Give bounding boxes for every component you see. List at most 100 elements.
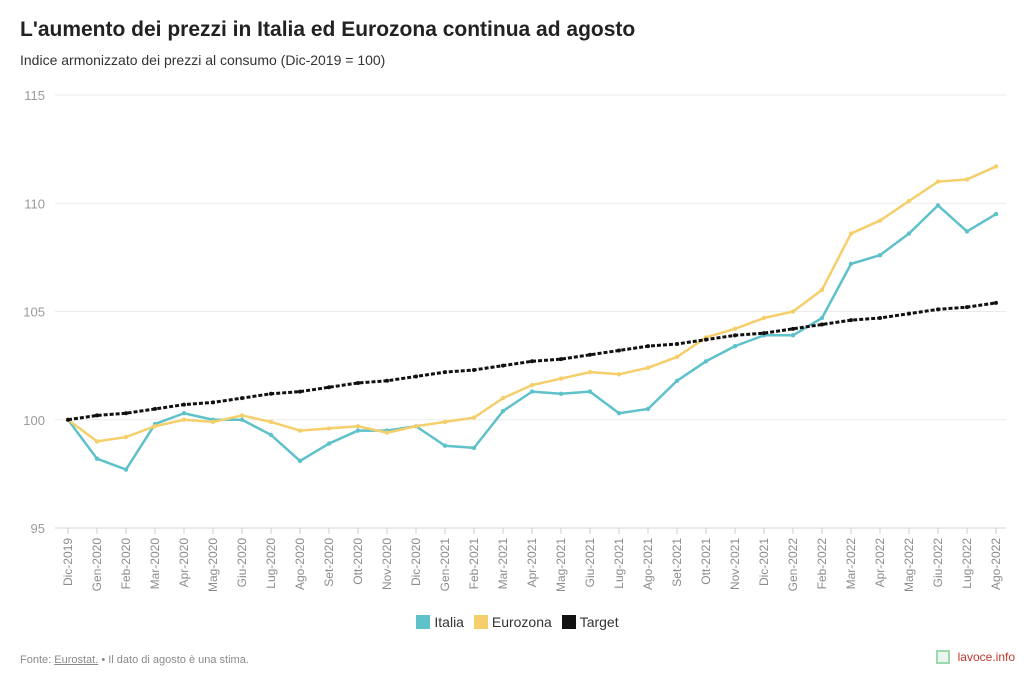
x-tick-label: Nov-2020 — [380, 538, 394, 590]
point-italia — [732, 343, 738, 349]
point-italia — [94, 456, 100, 461]
legend-item-eurozona[interactable]: Eurozona — [473, 614, 552, 630]
point-italia — [355, 428, 361, 433]
y-tick-label: 100 — [23, 413, 45, 428]
point-italia — [877, 253, 883, 258]
point-eurozona — [761, 315, 767, 321]
point-target — [95, 413, 99, 418]
x-tick-label: Mag-2020 — [206, 538, 220, 592]
x-tick-label: Ago-2022 — [989, 538, 1003, 590]
x-tick-label: Gen-2020 — [90, 538, 104, 592]
x-tick-label: Dic-2021 — [757, 538, 771, 586]
point-eurozona — [413, 424, 419, 429]
point-target — [327, 385, 331, 390]
series-line-eurozona — [67, 165, 997, 443]
x-tick-label: Apr-2020 — [177, 538, 191, 588]
y-tick-label: 110 — [24, 196, 45, 211]
x-tick-label: Giu-2021 — [583, 538, 597, 588]
source-link[interactable]: Eurostat. — [54, 654, 99, 666]
point-target — [182, 402, 186, 407]
x-tick-label: Dic-2020 — [409, 538, 423, 586]
point-eurozona — [239, 413, 245, 418]
point-target — [733, 333, 737, 338]
point-italia — [993, 211, 999, 217]
point-italia — [587, 389, 593, 394]
point-target — [820, 322, 824, 327]
point-target — [762, 331, 766, 336]
point-target — [791, 326, 795, 331]
point-eurozona — [181, 417, 187, 422]
point-italia — [964, 229, 970, 234]
brand[interactable]: lavoce.info — [935, 650, 1015, 664]
point-target — [269, 391, 273, 396]
x-tick-label: Mag-2022 — [902, 538, 916, 592]
point-target — [414, 374, 418, 379]
point-eurozona — [906, 198, 912, 204]
x-tick-label: Ago-2020 — [293, 538, 307, 590]
point-target — [965, 305, 969, 310]
point-italia — [790, 333, 796, 338]
point-italia — [848, 261, 854, 267]
legend-swatch-italia — [416, 615, 431, 629]
y-axis: 95 100 105 110 115 — [23, 88, 45, 536]
x-tick-label: Feb-2022 — [815, 538, 829, 590]
point-italia — [616, 411, 622, 416]
x-tick-label: Lug-2022 — [960, 538, 974, 589]
point-eurozona — [848, 231, 854, 236]
point-eurozona — [471, 415, 477, 420]
point-italia — [906, 231, 912, 236]
point-target — [617, 348, 621, 353]
point-italia — [935, 203, 941, 208]
y-tick-label: 95 — [31, 521, 45, 536]
point-italia — [558, 391, 564, 396]
point-italia — [703, 359, 709, 364]
x-tick-label: Mar-2020 — [148, 538, 162, 590]
legend-swatch-target — [561, 615, 576, 629]
legend-swatch-eurozona — [473, 615, 488, 629]
lavoce-logo-icon — [935, 650, 950, 664]
chart-subtitle: Indice armonizzato dei prezzi al consumo… — [20, 52, 386, 68]
footer-note: • Il dato di agosto è una stima. — [98, 654, 249, 666]
legend-item-target[interactable]: Target — [561, 614, 619, 630]
point-target — [936, 307, 940, 312]
point-eurozona — [587, 369, 593, 375]
point-eurozona — [616, 372, 622, 377]
x-tick-label: Lug-2020 — [264, 538, 278, 589]
point-italia — [181, 411, 187, 416]
series-layer — [65, 164, 999, 472]
point-italia — [442, 443, 448, 448]
point-italia — [297, 458, 303, 464]
x-tick-label: Gen-2022 — [786, 538, 800, 592]
chart-title: L'aumento dei prezzi in Italia ed Eurozo… — [20, 18, 636, 41]
point-eurozona — [558, 376, 564, 381]
point-target — [588, 352, 592, 357]
point-eurozona — [210, 419, 216, 425]
point-target — [356, 380, 360, 385]
legend-label-italia: Italia — [434, 614, 464, 630]
point-eurozona — [819, 287, 825, 293]
point-target — [385, 378, 389, 383]
footer-prefix: Fonte: — [20, 654, 55, 666]
point-italia — [471, 445, 477, 451]
point-eurozona — [94, 439, 100, 444]
point-target — [675, 341, 679, 346]
x-tick-label: Giu-2022 — [931, 538, 945, 588]
legend-item-italia[interactable]: Italia — [416, 614, 464, 630]
point-eurozona — [529, 382, 535, 388]
point-target — [211, 400, 215, 405]
grid-layer — [55, 94, 1006, 529]
x-tick-label: Lug-2021 — [612, 538, 626, 589]
point-target — [994, 300, 998, 305]
point-eurozona — [152, 424, 158, 429]
point-eurozona — [645, 365, 651, 370]
x-tick-label: Set-2021 — [670, 538, 684, 587]
x-tick-label: Nov-2021 — [728, 538, 742, 590]
point-eurozona — [326, 426, 332, 431]
point-italia — [268, 432, 274, 438]
point-eurozona — [384, 430, 390, 435]
x-tick-label: Gen-2021 — [438, 538, 452, 592]
y-tick-label: 105 — [23, 305, 45, 320]
x-tick-label: Mag-2021 — [554, 538, 568, 592]
point-italia — [326, 441, 332, 446]
x-tick-label: Feb-2021 — [467, 538, 481, 590]
